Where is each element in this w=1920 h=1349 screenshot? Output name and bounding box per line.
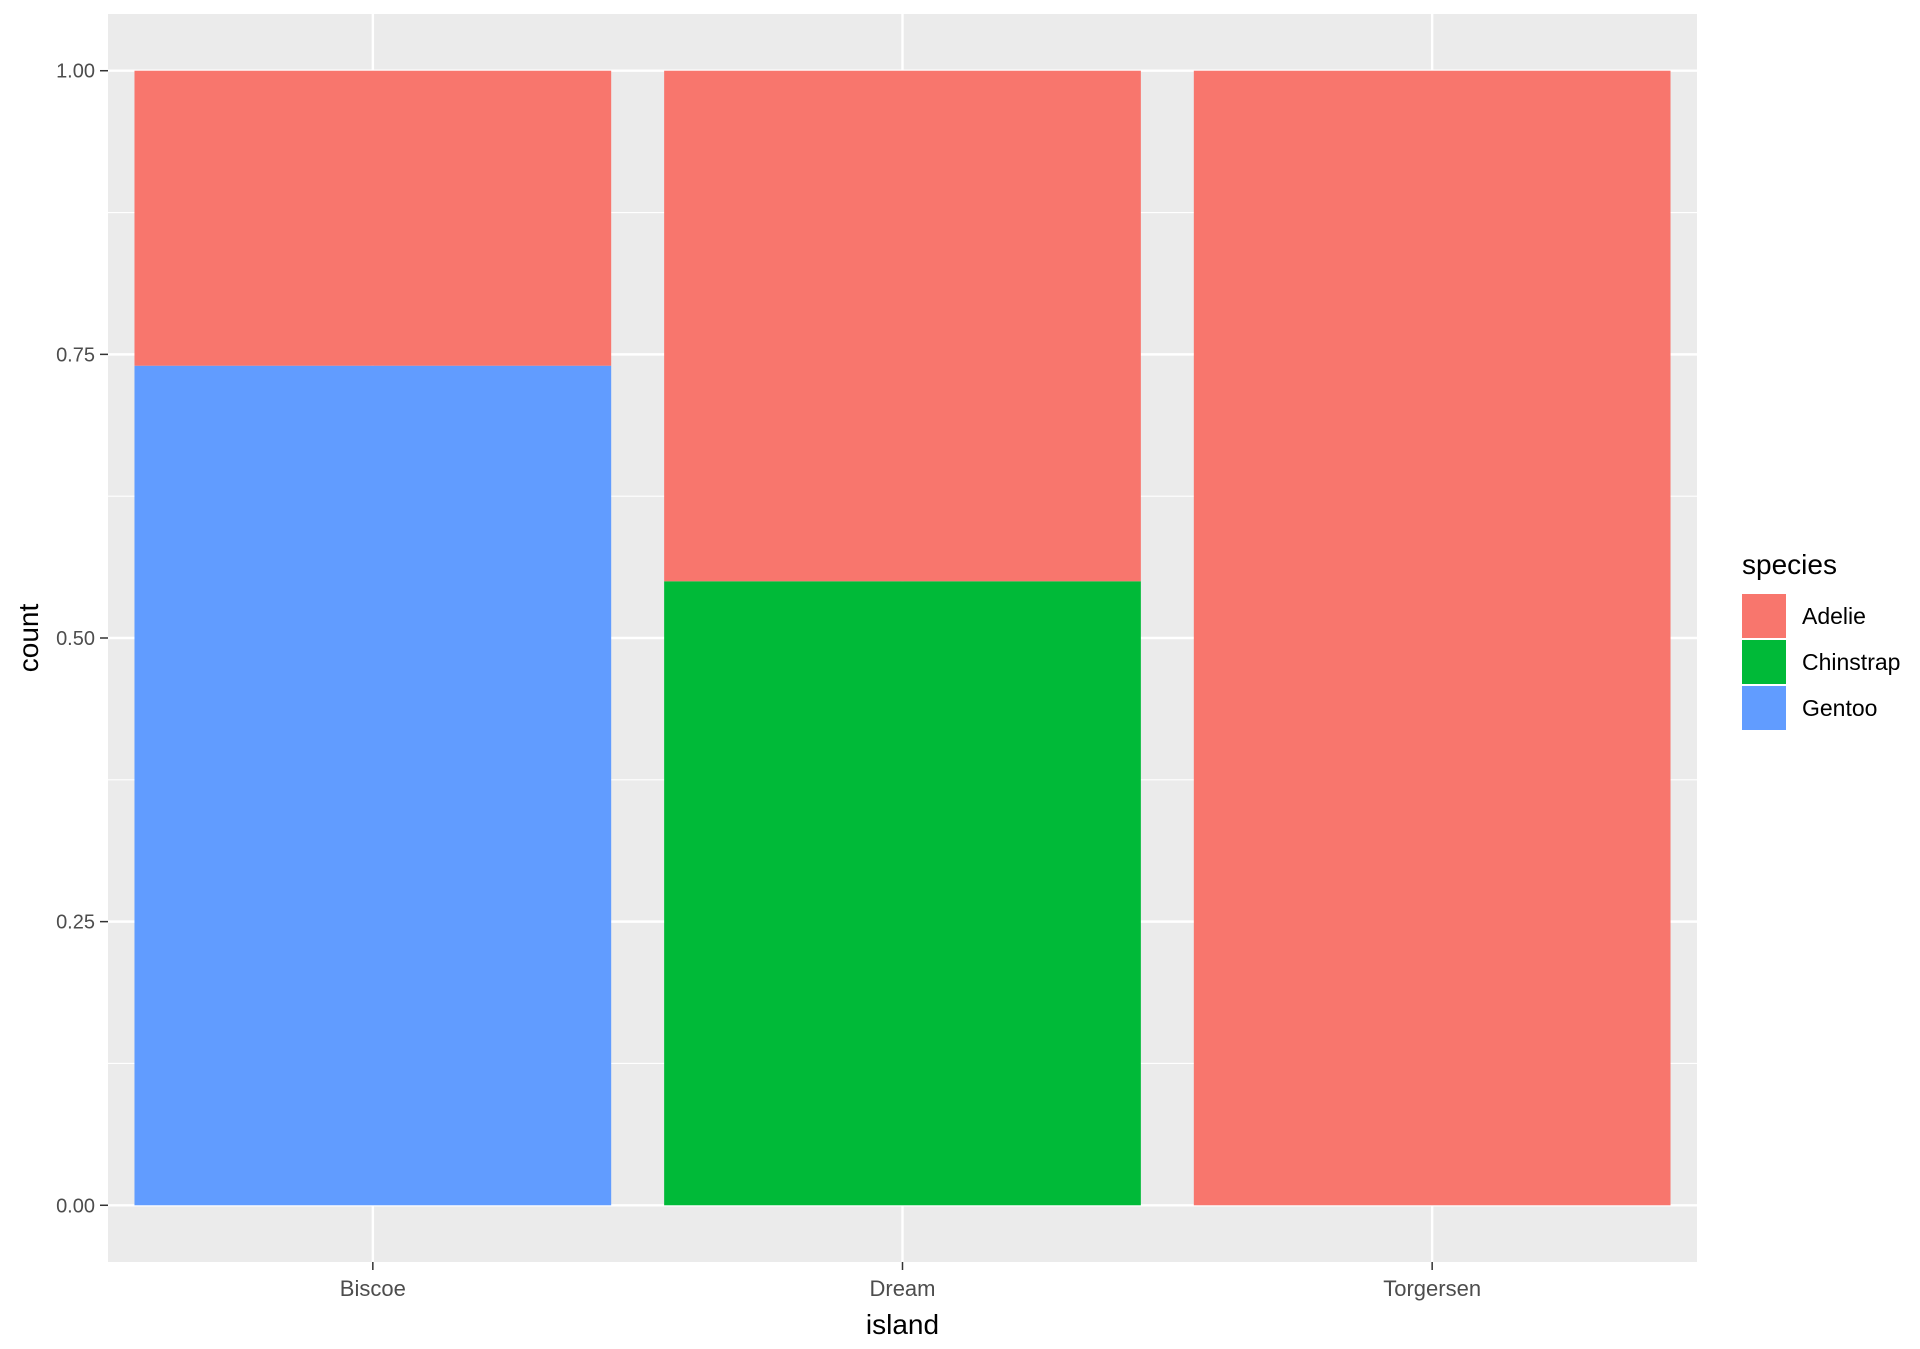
y-tick-label: 0.75: [56, 344, 95, 366]
axes: 0.00 0.25 0.50 0.75 1.00 Biscoe Dream Torgersen: [56, 61, 1481, 1301]
y-tick-label: 1.00: [56, 61, 95, 83]
x-tick-label: Dream: [869, 1276, 935, 1301]
x-axis-title: island: [866, 1309, 939, 1340]
bar-segment-dream-chinstrap: [664, 581, 1141, 1206]
y-tick-label: 0.00: [56, 1195, 95, 1217]
bars: [134, 70, 1671, 1206]
bar-segment-biscoe-gentoo: [134, 365, 612, 1206]
legend-label-adelie: Adelie: [1802, 603, 1866, 629]
x-tick-label: Biscoe: [340, 1276, 406, 1301]
legend: species Adelie Chinstrap Gentoo: [1742, 549, 1900, 730]
legend-key-adelie: [1742, 594, 1786, 638]
legend-label-chinstrap: Chinstrap: [1802, 649, 1900, 675]
legend-key-chinstrap: [1742, 640, 1786, 684]
legend-label-gentoo: Gentoo: [1802, 695, 1877, 721]
y-axis-title: count: [13, 604, 44, 673]
legend-title: species: [1742, 549, 1837, 580]
bar-segment-biscoe-adelie: [134, 70, 612, 366]
y-tick-label: 0.50: [56, 628, 95, 650]
bar-segment-dream-adelie: [664, 70, 1141, 582]
legend-key-gentoo: [1742, 686, 1786, 730]
bar-segment-torgersen-adelie: [1193, 70, 1671, 1206]
x-tick-label: Torgersen: [1383, 1276, 1481, 1301]
y-tick-label: 0.25: [56, 912, 95, 934]
